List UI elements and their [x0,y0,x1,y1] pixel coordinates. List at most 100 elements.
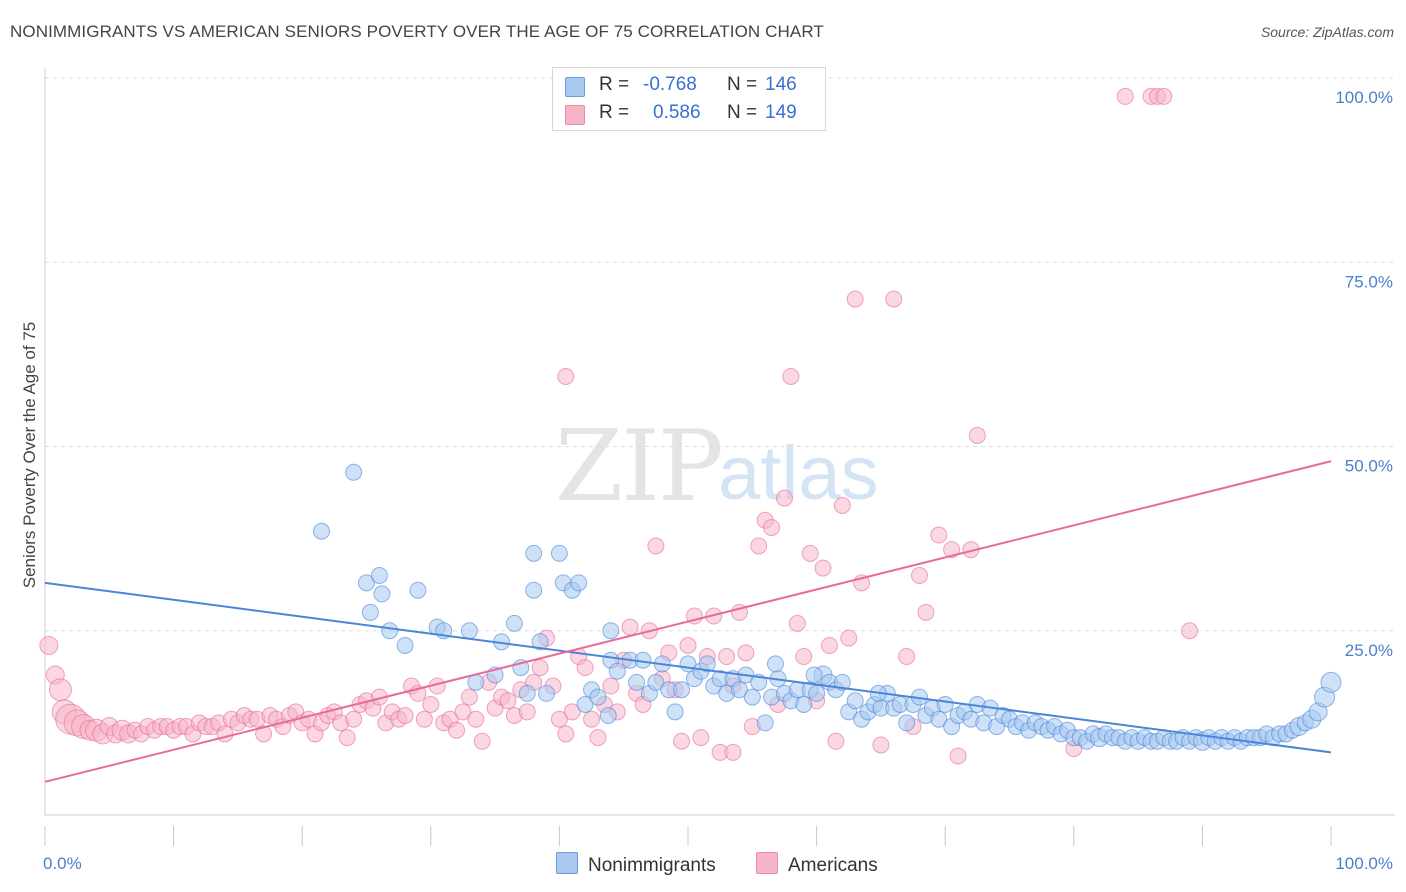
y-tick-label: 75.0% [1345,272,1393,291]
americans-point [917,603,935,621]
americans-point [930,526,948,544]
nonimmigrants-point [409,581,427,599]
nonimmigrants-point [550,544,568,562]
axes [44,68,1395,846]
americans-point [673,732,691,750]
nonimmigrants-point [538,684,556,702]
nonimmigrants-point [930,710,948,728]
americans-point [422,695,440,713]
legend-n-value: 149 [765,102,797,123]
americans-point [454,703,472,721]
americans-point [216,725,234,743]
americans-point [576,659,594,677]
americans-point [724,743,742,761]
americans-point [737,644,755,662]
americans-point [801,544,819,562]
americans-point [949,747,967,765]
nonimmigrants-point [936,695,954,713]
americans-point [943,541,961,559]
americans-point [840,629,858,647]
americans-point [872,736,890,754]
americans-point [345,710,363,728]
nonimmigrants-point [525,544,543,562]
legend-swatch-americans [756,852,778,874]
nonimmigrants-point [666,703,684,721]
nonimmigrants-point [602,622,620,640]
nonimmigrants-point [570,574,588,592]
americans-point [467,710,485,728]
americans-point [692,729,710,747]
americans-point [518,703,536,721]
americans-point [968,426,986,444]
nonimmigrants-point [345,463,363,481]
legend-n-value: 146 [765,74,797,95]
nonimmigrants-point [358,574,375,592]
legend-item-americans[interactable]: Americans [756,852,878,877]
trend-line-americans [44,460,1332,783]
legend-swatch-americans [565,105,585,125]
nonimmigrants-point [576,695,594,713]
nonimmigrants-point [795,695,813,713]
americans-point [750,537,768,555]
americans-point [846,290,864,308]
americans-point [602,677,620,695]
americans-point [448,721,466,739]
nonimmigrants-point [805,666,823,684]
americans-point [589,729,607,747]
americans-point [396,707,414,725]
americans-point [563,703,581,721]
americans-point [827,732,845,750]
legend-swatch-nonimmigrants [565,77,585,97]
legend-n-label: N = [727,102,758,123]
tick-labels: 25.0% 50.0% 75.0% 100.0% 0.0% 100.0% [43,88,1393,873]
trend-lines [44,460,1332,783]
y-tick-label: 100.0% [1335,88,1393,107]
americans-point [473,732,491,750]
nonimmigrants-point [846,692,864,710]
nonimmigrants-point [673,681,691,699]
nonimmigrants-point [833,673,851,691]
americans-point [885,290,903,308]
stats-legend: R = -0.768 N = 146 R = 0.586 N = 149 [552,67,826,131]
americans-point [557,367,575,385]
nonimmigrants-point [370,566,388,584]
americans-point [763,519,781,537]
nonimmigrants-point [608,662,626,680]
americans-point [910,566,928,584]
nonimmigrants-point [460,622,478,640]
nonimmigrants-point [312,522,330,540]
watermark-atlas: atlas [718,431,879,516]
americans-point [255,725,273,743]
nonimmigrants-point [730,681,748,699]
nonimmigrants-point [628,673,646,691]
trend-line-nonimmigrants [44,581,1332,754]
americans-point [1181,622,1199,640]
legend-r-label: R = [599,102,630,123]
nonimmigrants-point [1320,671,1342,693]
chart-title: NONIMMIGRANTS VS AMERICAN SENIORS POVERT… [10,22,824,41]
americans-point [48,678,72,702]
gridlines [45,77,1395,632]
nonimmigrants-point [647,673,665,691]
legend-label-americans: Americans [788,855,878,876]
americans-point [782,367,800,385]
y-tick-label: 50.0% [1345,457,1393,476]
series-americans-points [39,87,1199,765]
americans-point [718,648,736,666]
americans-point [1155,87,1173,105]
americans-point [647,537,665,555]
nonimmigrants-point [396,636,414,654]
americans-point [788,614,806,632]
legend-r-value: 0.586 [653,102,701,123]
x-tick-label: 0.0% [43,854,82,873]
americans-point [550,710,568,728]
nonimmigrants-point [381,622,399,640]
source-label: Source: ZipAtlas.com [1260,24,1394,40]
legend-item-nonimmigrants[interactable]: Nonimmigrants [556,852,716,877]
americans-point [820,636,838,654]
nonimmigrants-point [525,581,543,599]
nonimmigrants-point [898,714,916,732]
legend-label-nonimmigrants: Nonimmigrants [588,855,716,876]
americans-point [814,559,832,577]
